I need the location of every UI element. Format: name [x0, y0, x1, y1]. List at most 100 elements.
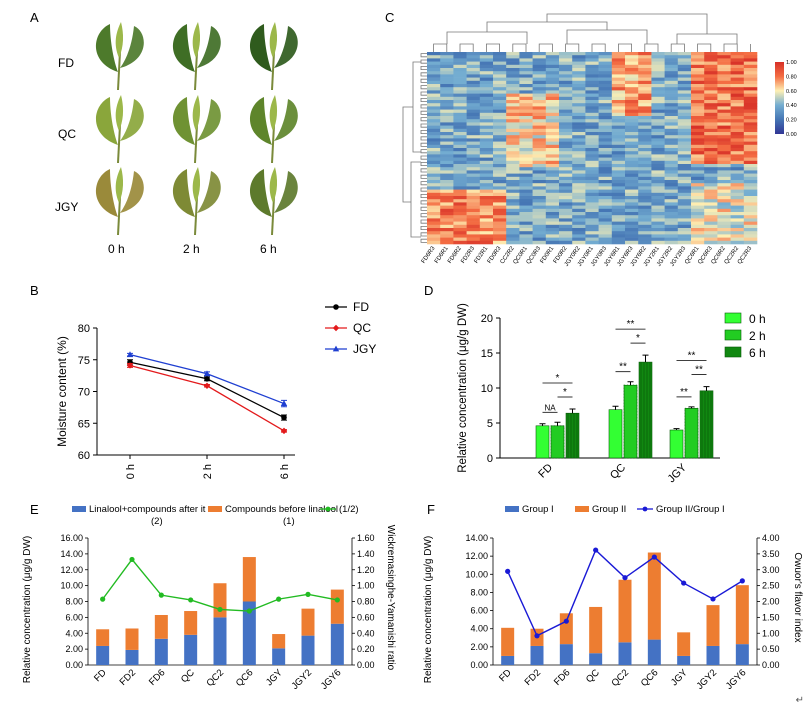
- heatmap-cell: [638, 183, 652, 187]
- heatmap-cell: [611, 64, 626, 69]
- heatmap-cell: [493, 160, 507, 165]
- legend-label: 0 h: [749, 312, 766, 326]
- heatmap-cell: [519, 164, 533, 168]
- heatmap-cell: [598, 125, 613, 130]
- heatmap-cell: [625, 192, 639, 197]
- heatmap-cell: [453, 224, 467, 229]
- heatmap-cell: [506, 221, 520, 226]
- heatmap-cell: [611, 125, 626, 130]
- heatmap-cell: [598, 160, 613, 165]
- heatmap-cell: [506, 234, 520, 238]
- heatmap-cell: [598, 138, 613, 142]
- heatmap-cell: [691, 170, 705, 174]
- heatmap-cell: [730, 199, 745, 203]
- heatmap-cell: [559, 64, 573, 69]
- heatmap-cell: [532, 100, 547, 104]
- heatmap-cell: [717, 180, 731, 184]
- heatmap-cell: [532, 164, 547, 168]
- heatmap-cell: [625, 109, 639, 114]
- heatmap-cell: [625, 202, 639, 206]
- heatmap-cell: [677, 180, 692, 184]
- heatmap-cell: [493, 52, 507, 56]
- heatmap-cell: [638, 112, 652, 117]
- heatmap-cell: [625, 199, 639, 203]
- heatmap-cell: [559, 221, 573, 226]
- heatmap-cell: [638, 84, 652, 88]
- bar-group: [501, 655, 515, 665]
- heatmap-cell: [559, 87, 573, 91]
- heatmap-cell: [743, 154, 758, 158]
- heatmap-cell: [559, 93, 573, 98]
- heatmap-cell: [677, 128, 692, 133]
- heatmap-cell: [625, 160, 639, 165]
- x-tick-label: QC: [608, 462, 628, 482]
- heatmap-cell: [585, 148, 599, 152]
- heatmap-cell: [717, 80, 731, 85]
- heatmap-cell: [664, 192, 679, 197]
- heatmap-cell: [493, 84, 507, 88]
- heatmap-cell: [598, 176, 613, 181]
- heatmap-cell: [519, 135, 533, 139]
- heatmap-cell: [585, 112, 599, 117]
- heatmap-cell: [493, 224, 507, 229]
- legend-label: QC: [353, 321, 371, 335]
- heatmap-cell: [585, 52, 599, 56]
- heatmap-cell: [453, 71, 467, 75]
- heatmap-cell: [651, 128, 665, 133]
- heatmap-cell: [559, 180, 573, 184]
- dendro-branch: [420, 206, 427, 211]
- heatmap-cell: [651, 164, 665, 168]
- ratio-point: [129, 556, 135, 563]
- heatmap-cell: [598, 122, 613, 126]
- heatmap-cell: [717, 128, 731, 133]
- heatmap-cell: [625, 224, 639, 229]
- heatmap-cell: [611, 148, 626, 152]
- heatmap-cell: [598, 202, 613, 206]
- heatmap-cell: [585, 173, 599, 178]
- heatmap-cell: [466, 109, 481, 114]
- heatmap-cell: [598, 208, 613, 213]
- y-tick-label: 6.00: [470, 606, 488, 616]
- heatmap-cell: [664, 90, 679, 94]
- heatmap-cell: [532, 186, 547, 190]
- leaf-shape: [172, 24, 195, 72]
- x-tick-label: JGY2: [290, 667, 315, 692]
- heatmap-cell: [638, 176, 652, 181]
- heatmap-cell: [559, 112, 573, 117]
- heatmap-cell: [704, 154, 718, 158]
- heatmap-cell: [638, 144, 652, 149]
- dendro-branch: [420, 200, 427, 205]
- heatmap-cell: [664, 224, 679, 229]
- heatmap-cell: [479, 196, 494, 200]
- heatmap-cell: [598, 151, 613, 155]
- bar-group: [559, 613, 573, 645]
- heatmap-cell: [493, 167, 507, 171]
- heatmap-cell: [677, 77, 692, 82]
- heatmap-cell: [427, 186, 441, 190]
- heatmap-cell: [625, 106, 639, 110]
- heatmap-cell: [519, 167, 533, 171]
- panel-f: F 0.00 2.00 4.00 6.00 8.00 10.00 12.00 14.00 0.0…: [405, 490, 810, 710]
- heatmap-cell: [664, 148, 679, 152]
- heatmap-cell: [664, 122, 679, 126]
- heatmap-cell: [598, 55, 613, 59]
- heatmap-cell: [532, 173, 547, 178]
- heatmap-cell: [677, 106, 692, 110]
- heatmap-cell: [519, 180, 533, 184]
- heatmap-cell: [625, 151, 639, 155]
- heatmap-cell: [677, 138, 692, 142]
- heatmap-cell: [559, 186, 573, 190]
- heatmap-cell: [611, 231, 626, 235]
- panel-c-label: C: [385, 10, 395, 25]
- heatmap-cell: [585, 80, 599, 85]
- heatmap-cell: [677, 154, 692, 158]
- heatmap-cell: [598, 74, 613, 78]
- heatmap-cell: [572, 77, 586, 82]
- heatmap-cell: [545, 93, 560, 98]
- heatmap-cell: [677, 218, 692, 222]
- heatmap-cell: [717, 157, 731, 162]
- heatmap-cell: [532, 90, 547, 94]
- heatmap-cell: [730, 170, 745, 174]
- heatmap-cell: [506, 167, 520, 171]
- leaf-bud: [192, 22, 201, 58]
